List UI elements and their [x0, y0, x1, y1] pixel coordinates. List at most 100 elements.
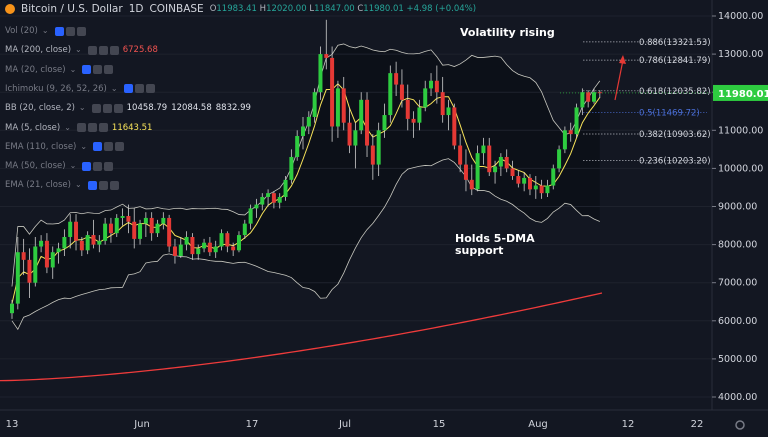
- close-icon[interactable]: [104, 65, 114, 75]
- fib-level-label: 0.886(13321.53): [639, 38, 711, 48]
- eye-icon[interactable]: [76, 123, 86, 132]
- last-price-label: 11980.01: [718, 89, 768, 100]
- candle-body: [295, 136, 300, 157]
- close-icon[interactable]: [115, 142, 125, 152]
- candle-body: [108, 223, 113, 234]
- gear-icon[interactable]: [104, 142, 114, 152]
- gear-icon[interactable]: [98, 180, 108, 190]
- candle: [39, 235, 44, 253]
- indicator-row[interactable]: Vol (20) ⌄: [5, 24, 86, 38]
- time-axis-label: 15: [433, 419, 446, 430]
- candle: [56, 242, 61, 264]
- candle-body: [562, 130, 567, 150]
- candle-body: [97, 240, 102, 245]
- indicator-row[interactable]: BB (20, close, 2) ⌄ 10458.79 12084.58 8832.9…: [5, 101, 251, 115]
- candle-body: [330, 57, 335, 127]
- candle: [103, 217, 108, 245]
- candle-body: [370, 145, 375, 165]
- indicator-name: Ichimoku (9, 26, 52, 26): [5, 83, 107, 94]
- eye-icon[interactable]: [82, 65, 92, 75]
- symbol-header[interactable]: Bitcoin / U.S. Dollar 1D COINBASE O11983…: [5, 2, 476, 16]
- close-icon[interactable]: [145, 84, 155, 94]
- chevron-down-icon[interactable]: ⌄: [110, 83, 118, 93]
- chevron-down-icon[interactable]: ⌄: [74, 180, 82, 190]
- candle-body: [446, 107, 451, 116]
- indicator-name: BB (20, close, 2): [5, 103, 75, 114]
- indicator-row[interactable]: EMA (21, close) ⌄: [5, 178, 119, 192]
- close-icon[interactable]: [98, 123, 108, 132]
- indicator-name: MA (20, close): [5, 64, 66, 75]
- indicator-row[interactable]: MA (50, close) ⌄: [5, 159, 114, 173]
- indicator-row[interactable]: EMA (110, close) ⌄: [5, 140, 125, 154]
- candle-body: [382, 115, 387, 131]
- close-icon[interactable]: [76, 26, 86, 36]
- gear-icon[interactable]: [134, 84, 144, 94]
- close-icon[interactable]: [113, 103, 123, 113]
- close-icon[interactable]: [104, 161, 114, 171]
- candle: [545, 179, 550, 197]
- close-icon[interactable]: [109, 45, 119, 55]
- candle-body: [394, 73, 399, 85]
- candle: [516, 170, 521, 188]
- indicator-name: MA (5, close): [5, 122, 61, 133]
- indicator-row[interactable]: Ichimoku (9, 26, 52, 26) ⌄: [5, 82, 155, 96]
- candle-body: [248, 208, 253, 224]
- indicator-controls: [54, 26, 86, 36]
- candle-body: [62, 236, 67, 249]
- candle: [510, 160, 515, 180]
- indicator-row[interactable]: MA (5, close) ⌄ 11643.51: [5, 121, 152, 135]
- candle: [586, 90, 591, 108]
- candle: [202, 238, 207, 253]
- eye-icon[interactable]: [87, 180, 97, 190]
- candle-body: [516, 176, 521, 184]
- candle: [97, 235, 102, 253]
- candle: [10, 299, 14, 319]
- gear-icon[interactable]: [87, 123, 97, 132]
- candle: [74, 214, 79, 251]
- gear-icon[interactable]: [102, 103, 112, 113]
- gear-icon[interactable]: [735, 420, 745, 430]
- chevron-down-icon[interactable]: ⌄: [78, 103, 86, 113]
- gear-icon[interactable]: [65, 26, 75, 36]
- candle: [557, 145, 562, 173]
- candle-body: [475, 153, 480, 190]
- candle: [172, 238, 177, 264]
- indicator-name: MA (50, close): [5, 161, 66, 172]
- eye-icon[interactable]: [87, 45, 97, 55]
- candle-body: [568, 130, 573, 135]
- candle-body: [335, 88, 340, 127]
- eye-icon[interactable]: [123, 84, 133, 94]
- candle: [143, 212, 148, 237]
- chevron-down-icon[interactable]: ⌄: [75, 45, 82, 55]
- chevron-down-icon[interactable]: ⌄: [41, 26, 49, 35]
- gear-icon[interactable]: [93, 65, 103, 75]
- eye-icon[interactable]: [54, 26, 64, 36]
- chevron-down-icon[interactable]: ⌄: [64, 122, 71, 132]
- eye-icon[interactable]: [91, 103, 101, 113]
- candle-body: [103, 223, 108, 241]
- chevron-down-icon[interactable]: ⌄: [80, 141, 88, 151]
- indicator-row[interactable]: MA (200, close) ⌄ 6725.68: [5, 43, 158, 57]
- gear-icon[interactable]: [93, 161, 103, 171]
- candle: [277, 193, 282, 209]
- chevron-down-icon[interactable]: ⌄: [69, 161, 77, 171]
- close-icon[interactable]: [109, 180, 119, 190]
- chevron-down-icon[interactable]: ⌄: [69, 64, 77, 74]
- candle: [580, 88, 585, 116]
- indicator-row[interactable]: MA (20, close) ⌄: [5, 63, 114, 77]
- candle: [475, 145, 480, 192]
- annotation-support-line2: support: [455, 244, 504, 257]
- candle: [231, 242, 236, 257]
- price-axis-label: 14000.00: [718, 11, 763, 22]
- eye-icon[interactable]: [93, 142, 103, 152]
- ma-200-line: [0, 292, 603, 382]
- price-axis-label: 4000.00: [718, 392, 757, 403]
- candle: [370, 134, 375, 180]
- gear-icon[interactable]: [98, 45, 108, 55]
- candle-body: [138, 223, 143, 239]
- eye-icon[interactable]: [82, 161, 92, 171]
- candle-body: [260, 196, 265, 205]
- ohlc-readout: O11983.41 H12020.00 L11847.00 C11980.01 …: [209, 4, 477, 14]
- candle-body: [557, 149, 562, 169]
